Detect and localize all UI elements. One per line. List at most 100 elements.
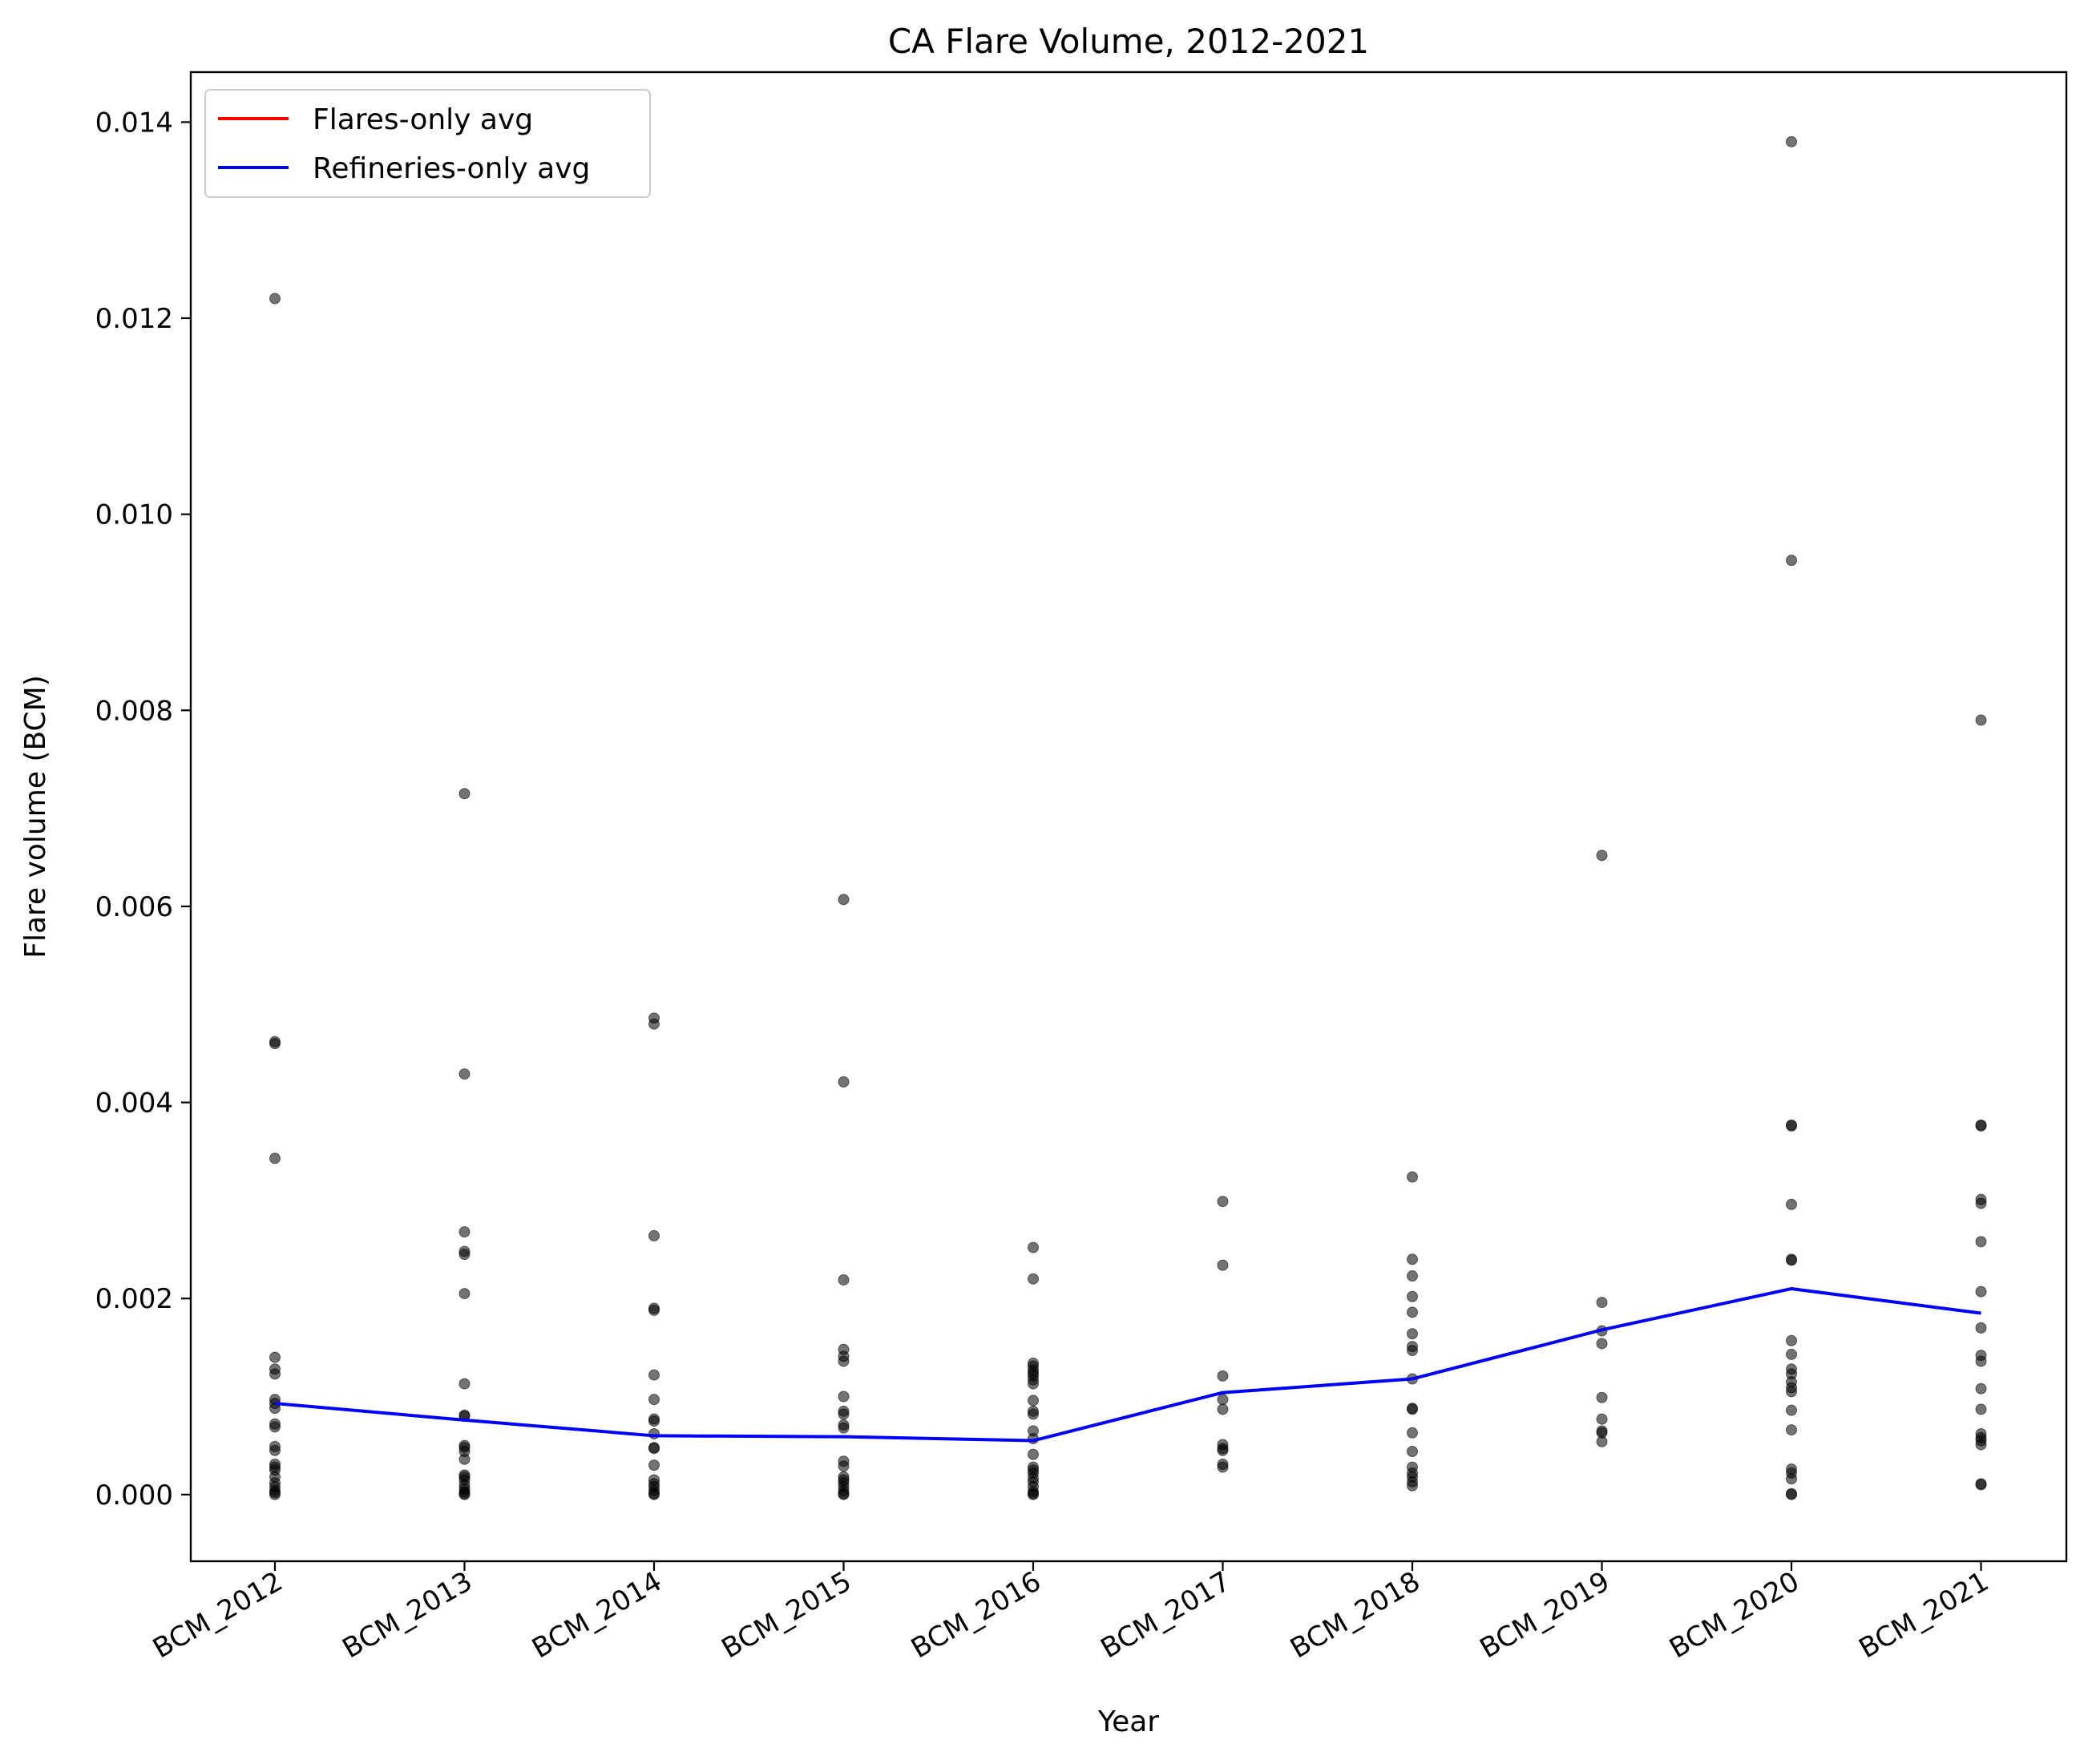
scatter-point [1786, 1254, 1797, 1266]
y-tick-label: 0.014 [95, 107, 173, 139]
scatter-point [1028, 1395, 1039, 1407]
scatter-point [1975, 1403, 1987, 1415]
scatter-point [1407, 1290, 1418, 1302]
y-tick-label: 0.000 [95, 1479, 173, 1512]
scatter-point [1975, 1355, 1987, 1367]
scatter-point [1786, 135, 1797, 147]
scatter-point [648, 1459, 660, 1471]
plot-frame [189, 71, 2068, 1563]
legend-box [204, 89, 651, 198]
scatter-point [1975, 1383, 1987, 1395]
scatter-point [1407, 1270, 1418, 1282]
scatter-point [648, 1394, 660, 1406]
scatter-point [1786, 1348, 1797, 1360]
scatter-point [269, 1368, 281, 1380]
scatter-point [1786, 1198, 1797, 1210]
scatter-point [269, 1444, 281, 1456]
y-tick-label: 0.008 [95, 695, 173, 727]
scatter-point [1786, 1120, 1797, 1132]
scatter-point [1217, 1394, 1229, 1406]
scatter-point [269, 1152, 281, 1165]
scatter-point [648, 1443, 660, 1455]
scatter-point [1217, 1403, 1229, 1415]
scatter-point [1786, 1488, 1797, 1500]
legend-label: Refineries-only avg [313, 152, 590, 185]
scatter-point [1975, 1439, 1987, 1451]
y-tick-label: 0.006 [95, 891, 173, 923]
scatter-point [458, 1288, 471, 1300]
legend-label: Flares-only avg [313, 103, 533, 136]
scatter-point [1028, 1273, 1039, 1285]
scatter-point [458, 1378, 471, 1390]
scatter-point [1407, 1171, 1418, 1183]
scatter-point [269, 1035, 281, 1048]
scatter-point [269, 1403, 281, 1415]
scatter-point [1407, 1446, 1418, 1458]
scatter-point [1975, 1286, 1987, 1298]
scatter-point [838, 1274, 850, 1286]
chart-title: CA Flare Volume, 2012-2021 [888, 22, 1369, 61]
scatter-point [1217, 1444, 1229, 1456]
scatter-point [838, 894, 850, 906]
scatter-point [458, 1488, 471, 1500]
scatter-point [648, 1018, 660, 1030]
scatter-point [648, 1427, 660, 1439]
scatter-point [648, 1369, 660, 1381]
legend: Flares-only avg Refineries-only avg [204, 89, 651, 198]
scatter-point [1217, 1196, 1229, 1208]
scatter-point [1217, 1461, 1229, 1473]
scatter-point [838, 1391, 850, 1403]
scatter-point [838, 1488, 850, 1500]
scatter-point [458, 1249, 471, 1261]
scatter-point [838, 1408, 850, 1420]
scatter-point [1975, 1197, 1987, 1209]
scatter-point [1786, 1386, 1797, 1398]
series-line-1 [274, 1286, 1981, 1443]
scatter-point [1217, 1370, 1229, 1382]
scatter-point [1028, 1488, 1039, 1500]
y-axis-label: Flare volume (BCM) [19, 675, 52, 959]
y-tick-label: 0.010 [95, 499, 173, 531]
y-tick-label: 0.012 [95, 303, 173, 335]
y-tick-label: 0.004 [95, 1088, 173, 1120]
scatter-point [1975, 1479, 1987, 1491]
scatter-point [458, 1068, 471, 1080]
scatter-point [1786, 555, 1797, 567]
scatter-point [269, 1421, 281, 1433]
scatter-point [1028, 1378, 1039, 1390]
y-tick-label: 0.002 [95, 1283, 173, 1315]
scatter-point [838, 1076, 850, 1088]
scatter-point [1975, 1236, 1987, 1248]
scatter-point [648, 1229, 660, 1241]
scatter-point [648, 1488, 660, 1500]
scatter-point [458, 788, 471, 800]
scatter-point [458, 1226, 471, 1238]
scatter-point [1407, 1479, 1418, 1492]
scatter-point [1407, 1427, 1418, 1439]
scatter-point [1028, 1408, 1039, 1420]
scatter-point [1028, 1241, 1039, 1253]
scatter-point [269, 293, 281, 305]
scatter-point [838, 1460, 850, 1472]
scatter-point [1596, 1435, 1608, 1447]
scatter-point [1975, 1120, 1987, 1132]
scatter-point [838, 1355, 850, 1367]
scatter-point [838, 1422, 850, 1434]
scatter-point [648, 1304, 660, 1316]
scatter-point [1596, 1338, 1608, 1350]
scatter-point [1786, 1404, 1797, 1416]
scatter-point [648, 1415, 660, 1427]
scatter-point [1028, 1448, 1039, 1460]
x-axis-label: Year [1097, 1705, 1159, 1738]
scatter-point [1407, 1403, 1418, 1415]
scatter-point [1217, 1259, 1229, 1271]
scatter-point [1975, 714, 1987, 726]
scatter-point [1596, 1297, 1608, 1309]
scatter-point [1407, 1253, 1418, 1265]
scatter-point [458, 1453, 471, 1465]
scatter-point [1786, 1334, 1797, 1346]
scatter-point [1407, 1328, 1418, 1340]
scatter-point [1786, 1473, 1797, 1485]
scatter-point [1407, 1306, 1418, 1318]
